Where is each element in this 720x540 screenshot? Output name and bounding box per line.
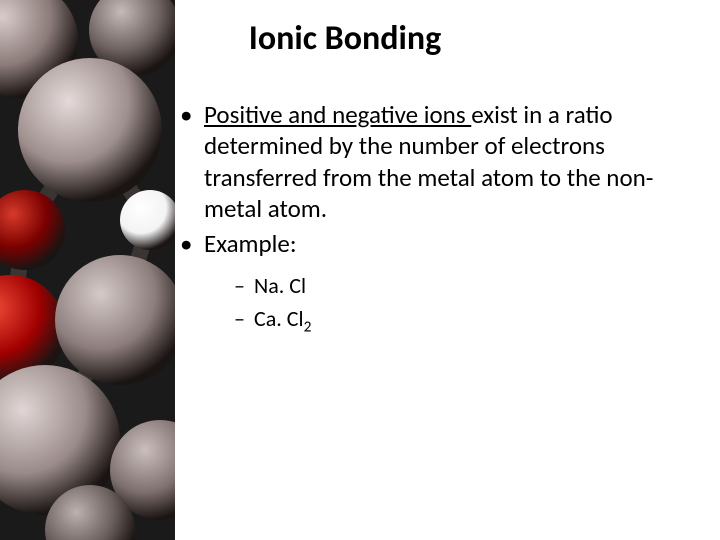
sub-bullet-item: Ca. Cl2 <box>234 302 690 339</box>
bullet-list: Positive and negative ions exist in a ra… <box>180 99 690 339</box>
sub-bullet-text: Ca. Cl <box>254 305 304 332</box>
bullet-item: Example: Na. Cl Ca. Cl2 <box>180 228 690 339</box>
sub-bullet-item: Na. Cl <box>234 269 690 302</box>
sub-bullet-subscript: 2 <box>304 318 312 337</box>
sub-bullet-list: Na. Cl Ca. Cl2 <box>204 269 690 339</box>
bullet-text: Example: <box>204 228 297 259</box>
bullet-item: Positive and negative ions exist in a ra… <box>180 99 690 224</box>
sub-bullet-text: Na. Cl <box>254 272 306 299</box>
slide-title: Ionic Bonding <box>90 18 600 59</box>
bullet-underlined: Positive and negative ions <box>204 99 471 130</box>
slide: Ionic Bonding Positive and negative ions… <box>0 0 720 540</box>
slide-content: Ionic Bonding Positive and negative ions… <box>0 0 720 540</box>
